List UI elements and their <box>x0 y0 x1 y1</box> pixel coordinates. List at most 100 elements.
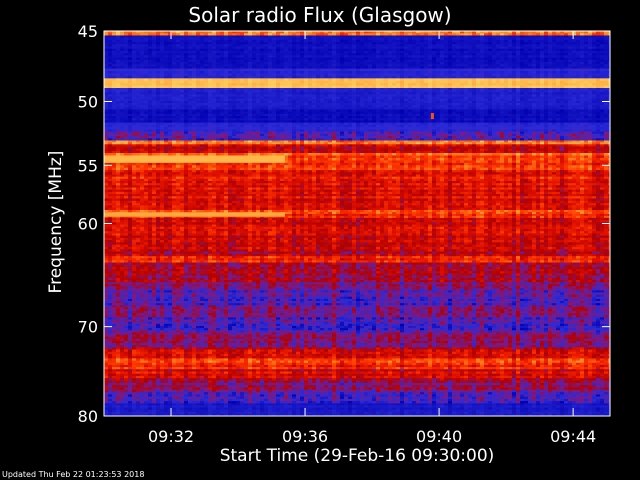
spectrogram-cell <box>480 78 484 81</box>
spectrogram-cell <box>556 99 560 101</box>
spectrogram-cell <box>216 60 220 63</box>
spectrogram-cell <box>408 38 412 41</box>
spectrogram-cell <box>180 69 184 72</box>
spectrogram-cell <box>344 94 348 96</box>
spectrogram-cell <box>476 114 480 116</box>
spectrogram-cell <box>284 90 288 92</box>
spectrogram-cell <box>196 71 200 74</box>
spectrogram-cell <box>116 44 120 47</box>
spectrogram-cell <box>308 94 312 96</box>
spectrogram-cell <box>260 112 264 114</box>
spectrogram-cell <box>600 35 604 38</box>
spectrogram-cell <box>456 62 460 65</box>
spectrogram-cell <box>564 42 568 45</box>
spectrogram-cell <box>164 86 168 89</box>
spectrogram-cell <box>372 94 376 96</box>
spectrogram-cell <box>152 33 156 36</box>
spectrogram-cell <box>484 83 488 86</box>
spectrogram-cell <box>320 33 324 36</box>
spectrogram-cell <box>344 58 348 61</box>
spectrogram-cell <box>148 83 152 86</box>
spectrogram-cell <box>260 92 264 94</box>
spectrogram-cell <box>192 112 196 114</box>
spectrogram-cell <box>344 71 348 74</box>
spectrogram-cell <box>400 51 404 54</box>
spectrogram-cell <box>204 118 208 120</box>
spectrogram-cell <box>344 86 348 89</box>
spectrogram-cell <box>596 53 600 56</box>
spectrogram-cell <box>536 94 540 96</box>
spectrogram-cell <box>592 38 596 41</box>
spectrogram-cell <box>564 81 568 84</box>
spectrogram-cell <box>224 107 228 109</box>
spectrogram-cell <box>200 88 204 90</box>
spectrogram-cell <box>388 33 392 36</box>
spectrogram-cell <box>332 86 336 89</box>
spectrogram-cell <box>240 60 244 63</box>
spectrogram-cell <box>196 81 200 84</box>
spectrogram-cell <box>224 99 228 101</box>
spectrogram-cell <box>140 42 144 45</box>
spectrogram-cell <box>336 40 340 43</box>
spectrogram-cell <box>472 71 476 74</box>
spectrogram-cell <box>144 76 148 79</box>
spectrogram-cell <box>160 103 164 105</box>
spectrogram-cell <box>428 71 432 74</box>
spectrogram-cell <box>324 71 328 74</box>
spectrogram-cell <box>196 83 200 86</box>
spectrogram-cell <box>324 40 328 43</box>
spectrogram-cell <box>112 51 116 54</box>
spectrogram-cell <box>448 71 452 74</box>
spectrogram-cell <box>440 46 444 49</box>
spectrogram-cell <box>576 116 580 118</box>
spectrogram-cell <box>400 53 404 56</box>
spectrogram-cell <box>392 90 396 92</box>
spectrogram-cell <box>192 55 196 58</box>
spectrogram-cell <box>360 81 364 84</box>
spectrogram-cell <box>228 62 232 65</box>
spectrogram-cell <box>356 60 360 63</box>
spectrogram-cell <box>300 103 304 105</box>
spectrogram-cell <box>584 76 588 79</box>
spectrogram-cell <box>196 62 200 65</box>
spectrogram-cell <box>196 105 200 107</box>
spectrogram-cell <box>196 86 200 89</box>
spectrogram-cell <box>408 116 412 118</box>
spectrogram-cell <box>276 81 280 84</box>
spectrogram-cell <box>528 69 532 72</box>
spectrogram-cell <box>228 116 232 118</box>
spectrogram-cell <box>372 109 376 111</box>
spectrogram-cell <box>232 86 236 89</box>
spectrogram-cell <box>280 53 284 56</box>
spectrogram-cell <box>268 60 272 63</box>
spectrogram-cell <box>144 49 148 52</box>
spectrogram-cell <box>224 109 228 111</box>
spectrogram-cell <box>284 112 288 114</box>
spectrogram-cell <box>488 94 492 96</box>
spectrogram-cell <box>116 83 120 86</box>
spectrogram-cell <box>220 66 224 69</box>
spectrogram-cell <box>376 64 380 67</box>
spectrogram-cell <box>196 76 200 79</box>
spectrogram-cell <box>368 92 372 94</box>
spectrogram-cell <box>604 71 608 74</box>
spectrogram-cell <box>460 81 464 84</box>
spectrogram-cell <box>392 44 396 47</box>
spectrogram-cell <box>304 62 308 65</box>
spectrogram-cell <box>372 116 376 118</box>
spectrogram-cell <box>564 107 568 109</box>
spectrogram-cell <box>188 101 192 103</box>
spectrogram-cell <box>288 92 292 94</box>
spectrogram-cell <box>400 35 404 38</box>
spectrogram-cell <box>516 88 520 90</box>
spectrogram-cell <box>572 81 576 84</box>
spectrogram-cell <box>464 109 468 111</box>
spectrogram-cell <box>396 38 400 41</box>
spectrogram-cell <box>324 78 328 81</box>
spectrogram-cell <box>392 92 396 94</box>
spectrogram-cell <box>580 66 584 69</box>
spectrogram-cell <box>272 40 276 43</box>
spectrogram-cell <box>404 83 408 86</box>
spectrogram-cell <box>136 118 140 120</box>
spectrogram-cell <box>240 97 244 99</box>
